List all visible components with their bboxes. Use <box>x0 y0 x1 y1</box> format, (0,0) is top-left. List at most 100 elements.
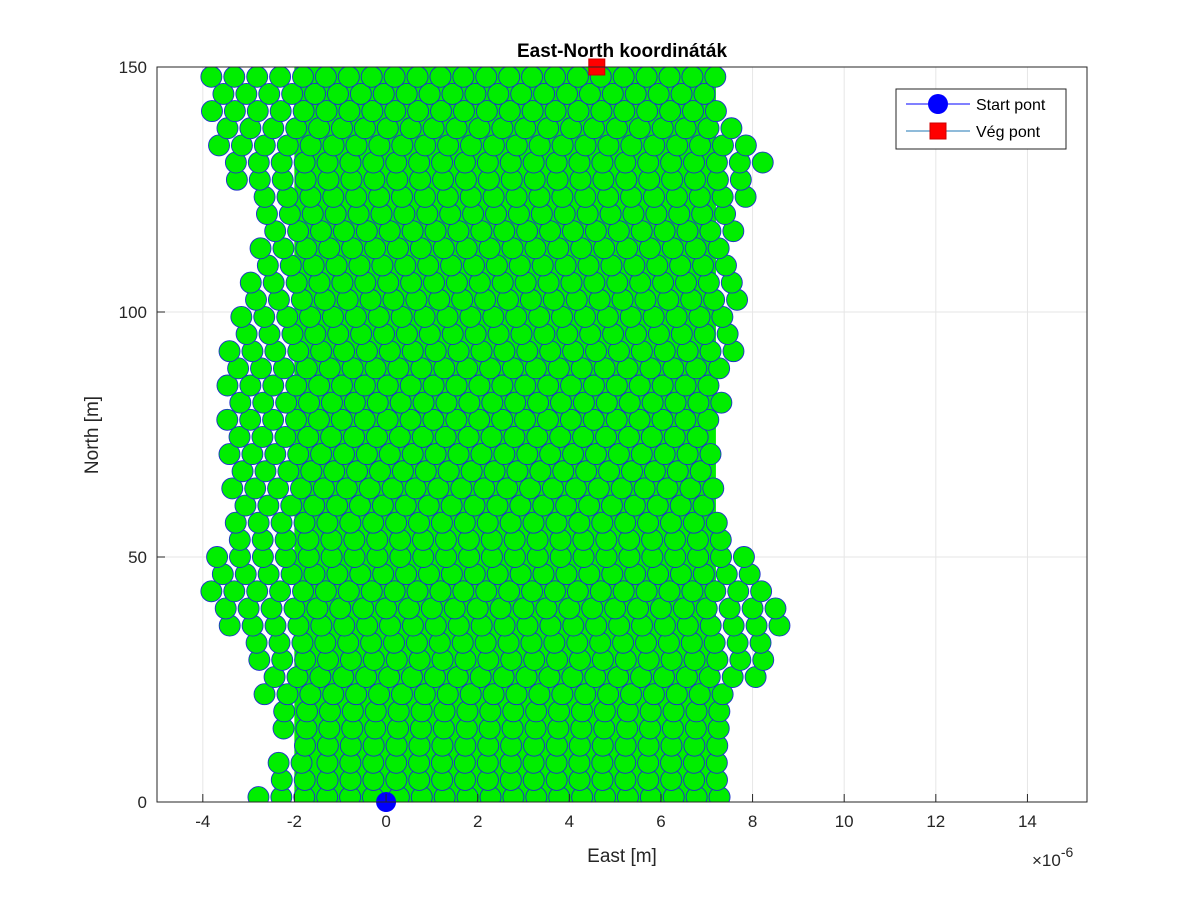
track-marker <box>687 391 710 414</box>
track-marker <box>556 82 578 105</box>
track-marker <box>218 443 241 466</box>
track-marker <box>637 511 660 534</box>
track-marker <box>670 82 693 105</box>
track-marker <box>258 82 281 105</box>
track-marker <box>297 426 320 448</box>
y-tick-label: 50 <box>128 548 147 567</box>
track-marker <box>337 67 360 88</box>
track-marker <box>623 494 646 517</box>
track-marker <box>381 477 404 500</box>
track-marker <box>702 477 725 500</box>
track-marker <box>267 477 290 500</box>
track-marker <box>468 374 491 397</box>
track-marker <box>646 494 669 517</box>
track-marker <box>491 408 514 431</box>
track-marker <box>389 391 412 414</box>
track-marker <box>292 67 314 88</box>
track-marker <box>447 443 470 466</box>
track-marker <box>269 100 292 123</box>
x-exponent-power: -6 <box>1061 844 1074 860</box>
track-marker <box>496 477 519 500</box>
track-marker <box>636 100 659 123</box>
track-marker <box>692 494 715 517</box>
track-marker <box>630 443 653 466</box>
track-marker <box>391 683 413 706</box>
track-marker <box>681 67 704 88</box>
track-marker <box>430 100 452 123</box>
track-marker <box>504 391 527 414</box>
track-marker <box>224 511 247 534</box>
track-marker <box>666 460 689 483</box>
track-marker <box>628 374 651 397</box>
track-marker <box>429 580 452 603</box>
track-marker <box>239 374 262 397</box>
track-marker <box>583 374 605 397</box>
track-marker <box>506 460 529 483</box>
track-marker <box>369 460 391 483</box>
track-marker <box>521 100 544 123</box>
track-marker <box>595 426 617 448</box>
track-marker <box>610 477 633 500</box>
track-marker <box>221 477 244 500</box>
track-marker <box>330 408 353 431</box>
track-marker <box>412 391 435 414</box>
track-marker <box>674 408 697 431</box>
track-marker <box>246 67 269 88</box>
track-marker <box>510 82 533 105</box>
track-marker <box>407 100 430 123</box>
track-marker <box>320 426 343 448</box>
track-marker <box>529 460 552 483</box>
track-marker <box>239 408 262 431</box>
track-marker <box>620 683 642 706</box>
track-marker <box>751 151 774 174</box>
track-marker <box>229 391 252 414</box>
track-marker <box>314 67 337 88</box>
track-marker <box>509 494 532 517</box>
track-marker <box>353 374 376 397</box>
track-marker <box>241 443 264 466</box>
track-marker <box>720 117 743 140</box>
legend-end-label: Vég pont <box>976 124 1041 141</box>
track-marker <box>475 67 498 88</box>
track-marker <box>434 426 457 448</box>
track-marker <box>493 443 516 466</box>
track-marker <box>395 82 418 105</box>
track-marker <box>292 100 315 123</box>
track-marker <box>613 100 636 123</box>
track-marker <box>642 683 665 706</box>
track-marker <box>704 67 727 88</box>
track-marker <box>254 460 277 483</box>
track-marker <box>475 100 498 123</box>
track-marker <box>699 443 722 466</box>
track-marker <box>458 391 481 414</box>
legend: Start pont Vég pont <box>895 88 1067 150</box>
y-tick-label: 0 <box>138 793 147 812</box>
track-marker <box>267 751 290 774</box>
x-tick-label: 0 <box>381 812 390 831</box>
track-marker <box>682 100 704 123</box>
track-marker <box>436 683 459 706</box>
track-marker <box>230 305 253 328</box>
track-marker <box>355 443 378 466</box>
track-marker <box>274 426 297 448</box>
track-marker <box>555 494 578 517</box>
track-marker <box>528 683 551 706</box>
track-marker <box>239 271 262 294</box>
track-marker <box>228 426 251 448</box>
track-marker <box>704 580 727 603</box>
track-marker <box>549 426 572 448</box>
track-marker <box>445 408 468 431</box>
track-marker <box>378 443 401 466</box>
track-marker <box>710 391 733 414</box>
track-marker <box>552 460 575 483</box>
track-marker <box>665 683 688 706</box>
track-marker <box>424 443 447 466</box>
track-marker <box>450 477 473 500</box>
x-tick-label: -4 <box>195 812 210 831</box>
track-marker <box>252 391 275 414</box>
track-marker <box>406 580 429 603</box>
track-marker <box>435 391 458 414</box>
track-marker <box>413 683 436 706</box>
track-marker <box>482 683 505 706</box>
track-marker <box>307 408 330 431</box>
